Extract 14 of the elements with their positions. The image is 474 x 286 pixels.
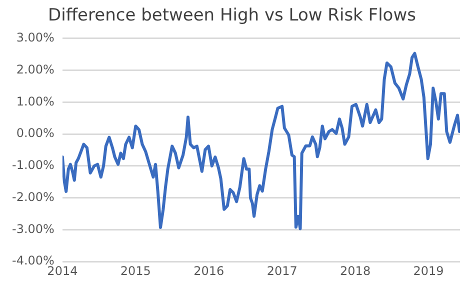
y-tick-label: 2.00%	[16, 62, 54, 76]
x-tick-label: 2017	[266, 264, 298, 278]
x-tick-label: 2018	[340, 264, 371, 278]
x-tick-label: 2014	[47, 264, 78, 278]
x-tick-label: 2019	[413, 264, 444, 278]
x-tick-label: 2016	[194, 264, 224, 278]
y-tick-label: 0.00%	[16, 126, 54, 140]
x-tick-label: 2015	[120, 264, 151, 278]
y-tick-label: 3.00%	[16, 30, 54, 45]
y-tick-label: -1.00%	[12, 158, 54, 172]
y-tick-label: 1.00%	[16, 94, 54, 108]
y-tick-label: -2.00%	[12, 190, 54, 204]
y-tick-label: -3.00%	[12, 222, 54, 236]
chart-title: Difference between High vs Low Risk Flows	[48, 6, 416, 26]
